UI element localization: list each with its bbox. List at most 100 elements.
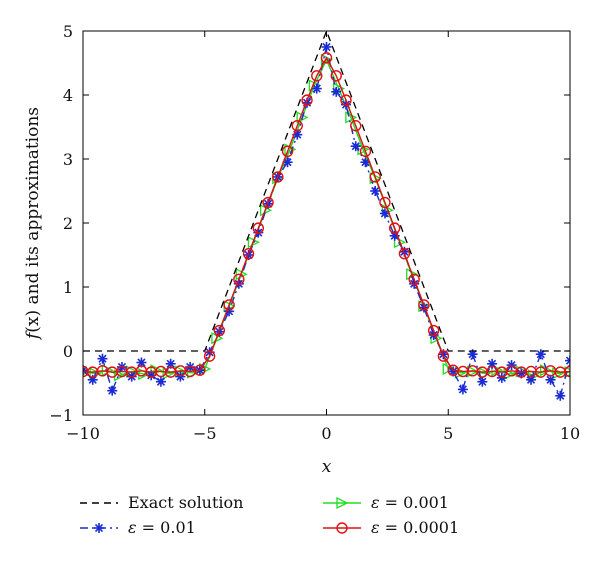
data-point bbox=[291, 120, 303, 132]
data-point bbox=[281, 145, 294, 158]
data-point bbox=[388, 222, 401, 234]
asterisk-stroke bbox=[351, 142, 360, 151]
data-point bbox=[175, 371, 186, 382]
x-tick-label: 0 bbox=[321, 424, 331, 443]
asterisk-stroke bbox=[526, 375, 536, 384]
series-line bbox=[83, 46, 570, 398]
series-line bbox=[83, 58, 570, 377]
data-point bbox=[369, 171, 381, 183]
series-2 bbox=[83, 53, 570, 382]
ticks-layer bbox=[82, 30, 571, 416]
data-point bbox=[340, 94, 352, 106]
legend-label-symbol: ε bbox=[371, 518, 380, 537]
y-tick-label: 1 bbox=[63, 278, 73, 297]
series-3 bbox=[83, 52, 570, 378]
data-point bbox=[252, 222, 265, 234]
data-point bbox=[350, 141, 361, 152]
data-point bbox=[457, 384, 468, 395]
data-point bbox=[506, 360, 517, 371]
data-point bbox=[496, 372, 507, 383]
asterisk-stroke bbox=[156, 377, 166, 386]
asterisk-stroke bbox=[98, 354, 107, 363]
asterisk-stroke bbox=[497, 373, 506, 382]
data-point bbox=[545, 374, 556, 385]
asterisk-stroke bbox=[478, 377, 487, 386]
series-layer bbox=[83, 31, 570, 401]
asterisk-stroke bbox=[312, 84, 321, 93]
data-point bbox=[437, 350, 450, 362]
asterisk-stroke bbox=[94, 523, 104, 533]
legend-item: ε = 0.001 bbox=[323, 493, 449, 512]
data-point bbox=[408, 273, 420, 286]
x-tick-label: −5 bbox=[193, 424, 217, 443]
data-point bbox=[330, 70, 342, 82]
y-axis-title-rest: and its approximations bbox=[23, 107, 43, 310]
series-line bbox=[83, 31, 570, 352]
asterisk-stroke bbox=[458, 385, 467, 394]
asterisk-stroke bbox=[332, 87, 341, 96]
y-axis-title: f(x) and its approximations bbox=[23, 107, 43, 341]
data-point bbox=[487, 358, 498, 369]
asterisk-stroke bbox=[108, 386, 117, 395]
y-axis-title-f: f bbox=[23, 330, 43, 341]
data-point bbox=[418, 299, 430, 311]
data-point bbox=[535, 349, 546, 360]
asterisk-stroke bbox=[293, 130, 302, 139]
data-point bbox=[331, 86, 342, 97]
asterisk-stroke bbox=[380, 209, 390, 218]
y-tick-label: 3 bbox=[63, 150, 73, 169]
asterisk-stroke bbox=[322, 42, 331, 52]
data-point bbox=[97, 353, 108, 364]
legend-item: Exact solution bbox=[80, 493, 243, 512]
data-point bbox=[359, 145, 372, 158]
legend-label: Exact solution bbox=[128, 493, 243, 512]
data-point bbox=[379, 196, 391, 209]
data-point bbox=[370, 186, 381, 196]
asterisk-stroke bbox=[565, 356, 570, 362]
data-point bbox=[301, 94, 313, 106]
x-axis-title: x bbox=[322, 457, 332, 477]
data-point bbox=[282, 157, 293, 168]
data-point bbox=[379, 208, 390, 219]
asterisk-stroke bbox=[166, 359, 175, 368]
data-point bbox=[477, 376, 488, 387]
asterisk-stroke bbox=[536, 350, 545, 359]
legend-label-symbol: ε bbox=[371, 493, 380, 512]
data-point bbox=[360, 157, 371, 168]
y-tick-label: 0 bbox=[63, 342, 73, 361]
data-point bbox=[242, 248, 255, 260]
data-point bbox=[165, 358, 176, 369]
data-point bbox=[203, 350, 216, 362]
plot-frame bbox=[82, 30, 571, 416]
data-point bbox=[320, 52, 333, 64]
legend-label-text: Exact solution bbox=[128, 493, 243, 512]
data-point bbox=[565, 355, 570, 366]
x-tick-label: 5 bbox=[443, 424, 453, 443]
asterisk-stroke bbox=[147, 371, 156, 380]
legend-swatch-marker bbox=[336, 522, 348, 534]
asterisk-stroke bbox=[507, 360, 516, 370]
series-line bbox=[83, 56, 570, 373]
x-tick-label: 10 bbox=[560, 424, 580, 443]
data-point bbox=[398, 248, 411, 260]
data-point bbox=[223, 299, 235, 311]
legend-swatch-marker bbox=[94, 523, 104, 533]
series-1 bbox=[83, 42, 570, 401]
asterisk-stroke bbox=[468, 350, 477, 359]
asterisk-stroke bbox=[176, 372, 185, 381]
data-point bbox=[321, 42, 332, 52]
legend-label-value: = 0.0001 bbox=[380, 518, 460, 537]
data-point bbox=[427, 324, 440, 337]
data-point bbox=[350, 120, 362, 132]
asterisk-stroke bbox=[556, 391, 565, 400]
asterisk-stroke bbox=[137, 358, 146, 367]
legend-item: ε = 0.01 bbox=[80, 518, 196, 537]
data-point bbox=[233, 273, 245, 286]
legend-label-symbol: ε bbox=[128, 518, 137, 537]
data-point bbox=[87, 374, 98, 385]
y-axis-title-arg: (x) bbox=[23, 310, 43, 333]
legend-label: ε = 0.01 bbox=[128, 518, 196, 537]
